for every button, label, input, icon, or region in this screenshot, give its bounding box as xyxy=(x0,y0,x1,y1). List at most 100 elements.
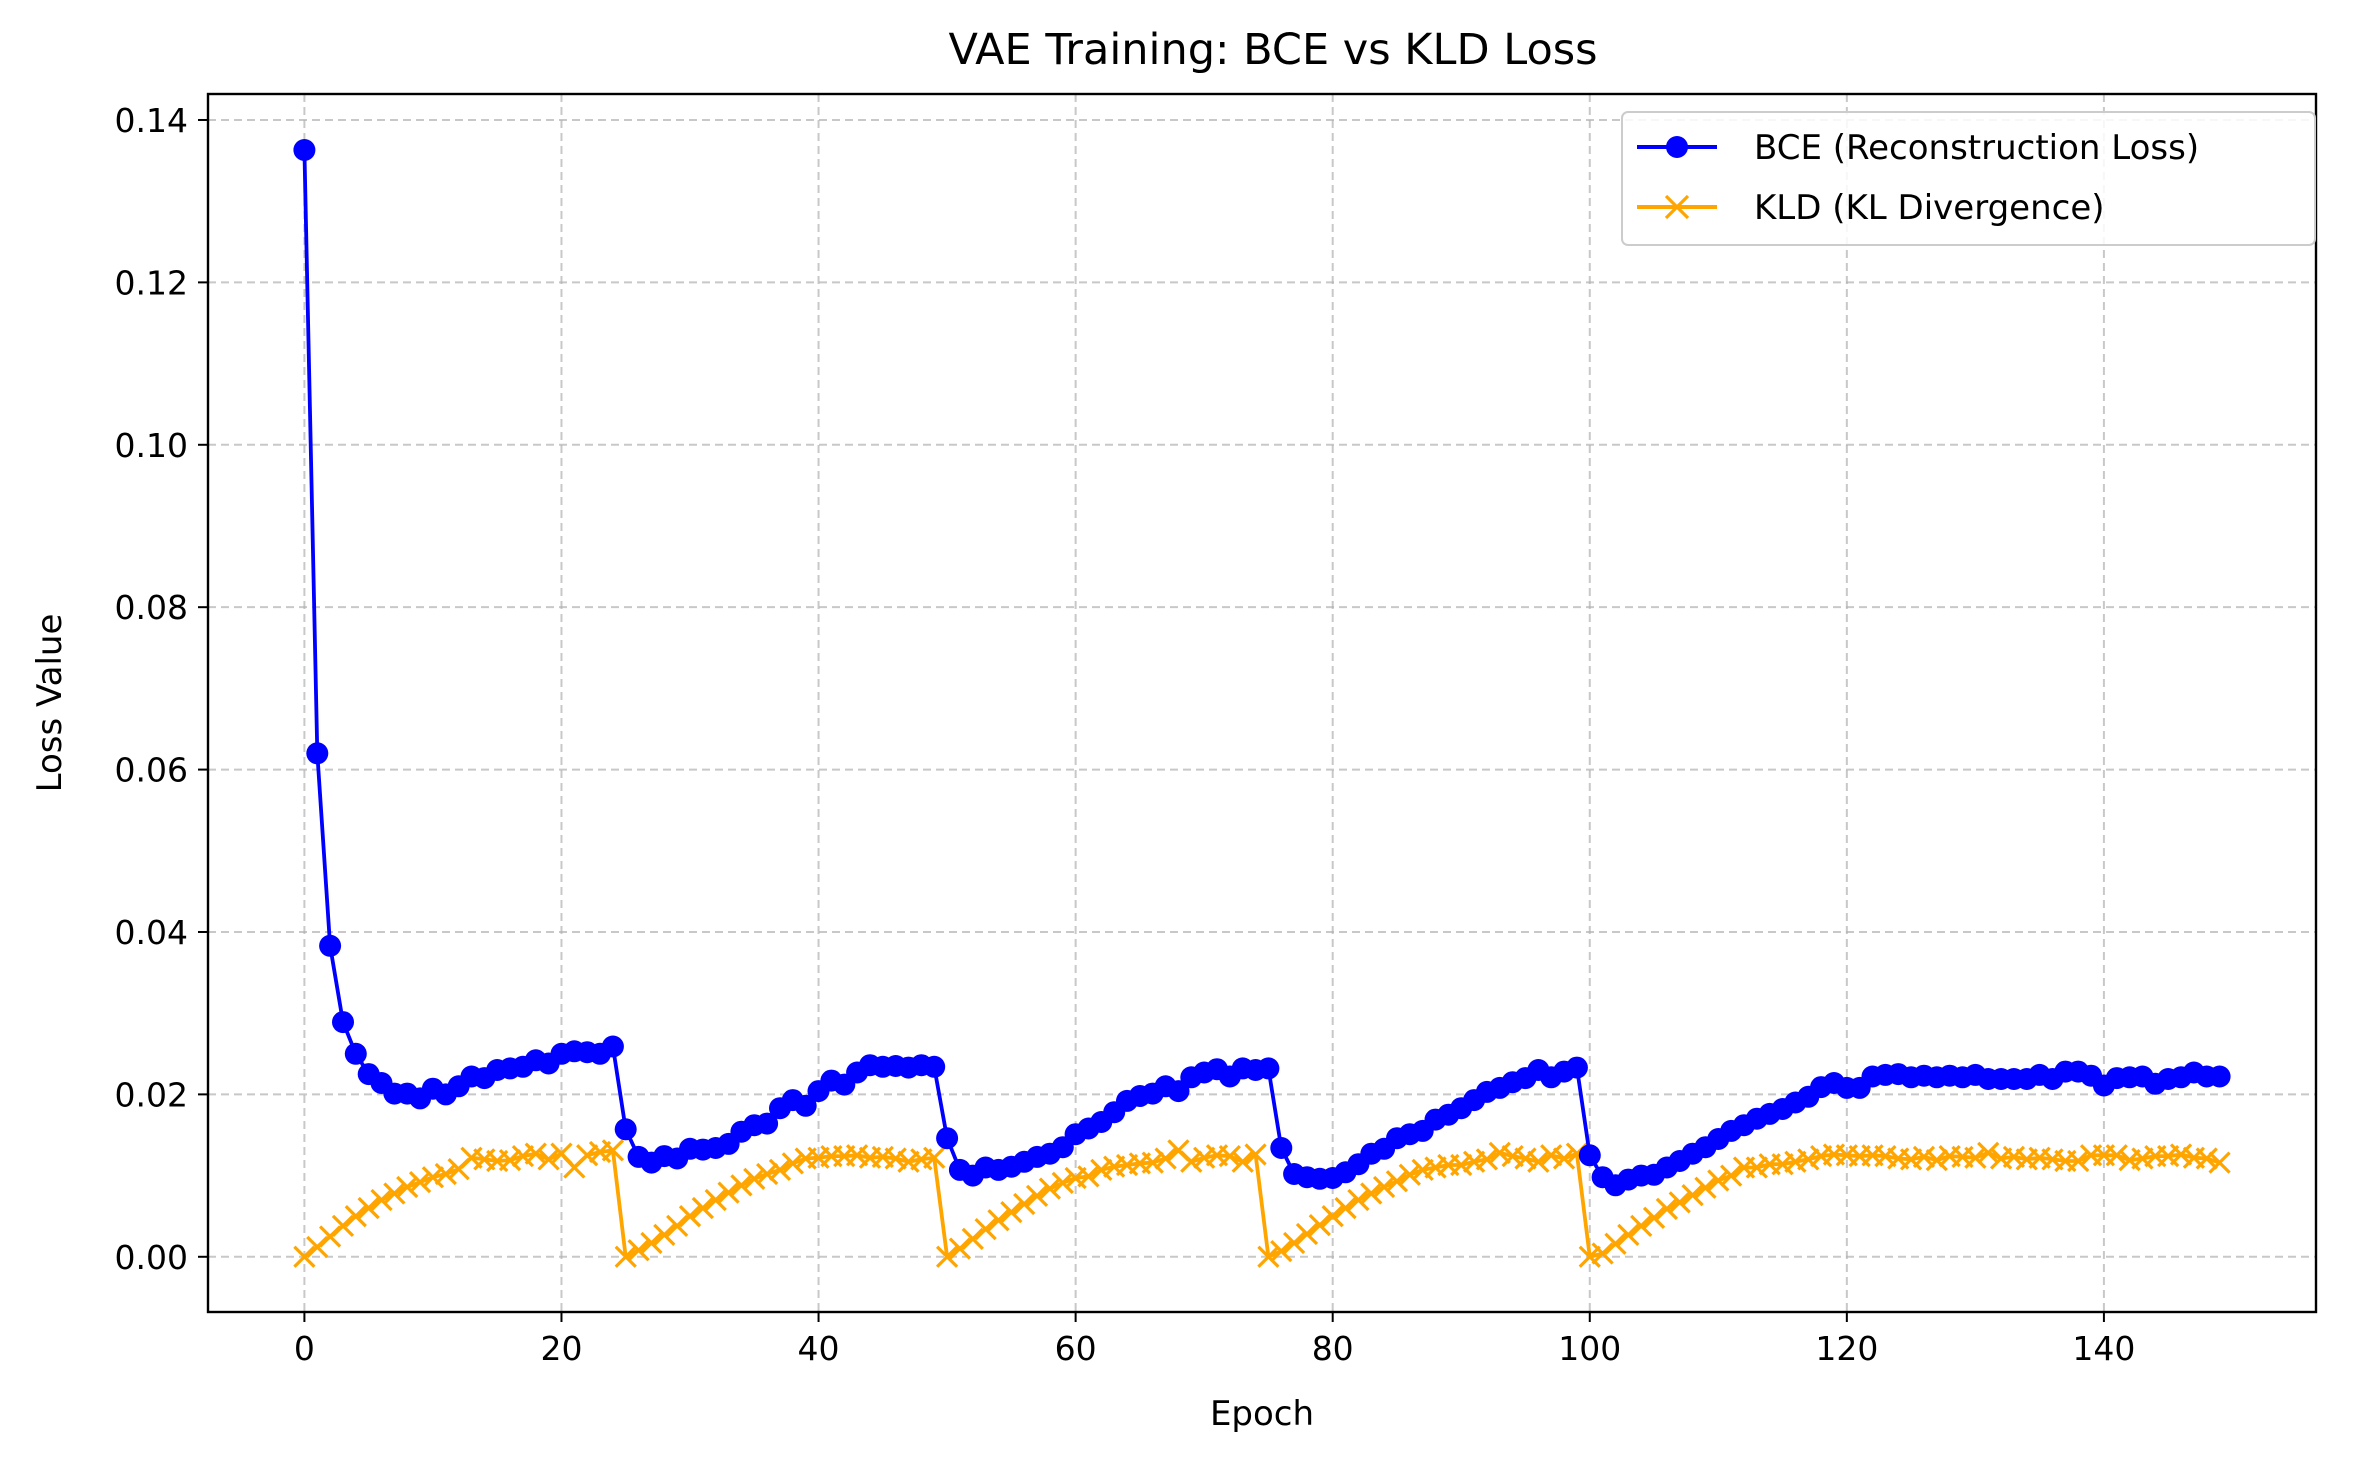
data-point-kld xyxy=(653,1223,676,1246)
data-point-kld xyxy=(383,1182,406,1205)
data-point-bce xyxy=(601,1035,624,1058)
data-point-kld xyxy=(601,1139,625,1162)
y-tick-label: 0.12 xyxy=(115,263,188,302)
plot-area-frame xyxy=(206,92,2318,1314)
data-point-kld xyxy=(1270,1239,1293,1263)
data-point-kld xyxy=(1025,1184,1049,1208)
data-point-kld xyxy=(370,1188,393,1212)
data-point-kld xyxy=(666,1214,689,1238)
legend-marker-bce xyxy=(1666,136,1688,158)
x-tick-label: 100 xyxy=(1558,1329,1621,1368)
data-point-kld xyxy=(1231,1150,1254,1173)
series-layer xyxy=(293,139,2231,1268)
data-point-kld xyxy=(987,1209,1010,1232)
data-point-kld xyxy=(1038,1177,1062,1200)
data-point-bce xyxy=(794,1094,817,1117)
data-point-kld xyxy=(1000,1200,1023,1224)
data-point-kld xyxy=(717,1181,740,1204)
data-point-kld xyxy=(498,1149,522,1172)
data-point-kld xyxy=(730,1174,753,1197)
data-point-kld xyxy=(1090,1158,1113,1182)
data-point-kld xyxy=(1398,1163,1421,1186)
data-point-kld xyxy=(974,1218,997,1241)
data-point-kld xyxy=(948,1237,972,1260)
data-point-kld xyxy=(293,1245,316,1268)
legend: BCE (Reconstruction Loss) KLD (KL Diverg… xyxy=(1621,111,2316,246)
data-point-kld xyxy=(576,1144,599,1167)
data-point-kld xyxy=(344,1205,367,1228)
data-point-kld xyxy=(1642,1206,1666,1229)
y-axis-label: Loss Value xyxy=(30,614,70,793)
data-point-bce xyxy=(293,139,316,161)
data-point-kld xyxy=(421,1166,445,1189)
data-point-bce xyxy=(332,1011,354,1034)
x-tick-label: 40 xyxy=(798,1329,840,1368)
data-point-bce xyxy=(1257,1057,1280,1080)
data-point-kld xyxy=(704,1188,727,1212)
y-tick-label: 0.00 xyxy=(115,1238,188,1277)
data-point-kld xyxy=(756,1162,779,1186)
data-point-kld xyxy=(331,1214,355,1238)
data-point-kld xyxy=(1527,1150,1550,1173)
data-point-kld xyxy=(1282,1231,1306,1255)
grid-lines xyxy=(208,94,2316,1312)
data-point-kld xyxy=(768,1158,792,1182)
data-point-kld xyxy=(1360,1182,1383,1205)
data-point-kld xyxy=(678,1205,702,1228)
data-point-bce xyxy=(936,1127,959,1150)
data-point-kld xyxy=(1668,1191,1691,1214)
data-point-kld xyxy=(1180,1150,1203,1173)
data-point-bce xyxy=(306,742,329,765)
data-point-bce xyxy=(614,1118,637,1141)
data-point-kld xyxy=(884,1147,907,1170)
data-point-kld xyxy=(1797,1148,1820,1171)
data-point-kld xyxy=(1488,1141,1511,1164)
y-tick-label: 0.06 xyxy=(115,751,188,790)
data-point-kld xyxy=(1321,1205,1344,1228)
data-point-kld xyxy=(935,1245,959,1268)
data-point-kld xyxy=(1964,1146,1987,1169)
data-point-kld xyxy=(1257,1245,1280,1268)
data-point-bce xyxy=(319,934,342,957)
data-point-kld xyxy=(1013,1192,1036,1216)
data-point-kld xyxy=(408,1170,432,1194)
data-point-kld xyxy=(2195,1147,2218,1170)
data-point-bce xyxy=(2208,1065,2231,1088)
data-point-kld xyxy=(306,1235,329,1259)
data-point-kld xyxy=(1295,1222,1319,1246)
data-point-kld xyxy=(1707,1169,1730,1192)
y-tick-label: 0.04 xyxy=(115,913,188,952)
data-point-kld xyxy=(1694,1176,1717,1199)
data-point-bce xyxy=(1270,1137,1293,1159)
data-point-kld xyxy=(1925,1149,1948,1172)
data-point-bce xyxy=(756,1112,779,1135)
data-point-kld xyxy=(691,1196,714,1220)
x-tick-label: 20 xyxy=(540,1329,582,1368)
data-point-kld xyxy=(1681,1183,1704,1207)
data-point-kld xyxy=(1141,1151,1164,1174)
legend-marker-kld xyxy=(1664,194,1690,220)
data-point-kld xyxy=(396,1175,419,1199)
y-tick-label: 0.02 xyxy=(115,1075,188,1114)
data-point-kld xyxy=(627,1239,650,1262)
x-tick-label: 140 xyxy=(2072,1329,2135,1368)
data-point-bce xyxy=(1565,1056,1588,1079)
x-tick-label: 120 xyxy=(1815,1329,1878,1368)
axis-ticks: 0 20 40 60 80 100 120 140 0.00 0.02 0.04 0.06 0.08 0.… xyxy=(115,101,2136,1368)
data-point-kld xyxy=(1450,1153,1473,1177)
data-point-kld xyxy=(1720,1164,1743,1187)
x-axis-label: Epoch xyxy=(1210,1394,1314,1434)
data-point-kld xyxy=(781,1152,804,1175)
y-tick-label: 0.08 xyxy=(115,588,188,627)
data-point-kld xyxy=(537,1148,560,1171)
data-point-kld xyxy=(1308,1213,1331,1237)
data-point-kld xyxy=(1617,1223,1640,1246)
data-point-kld xyxy=(357,1196,380,1220)
data-point-kld xyxy=(318,1225,342,1248)
data-point-kld xyxy=(2067,1149,2090,1173)
data-point-kld xyxy=(1604,1232,1627,1255)
data-point-kld xyxy=(1218,1144,1242,1168)
data-point-kld xyxy=(1372,1175,1396,1199)
data-point-kld xyxy=(1244,1143,1267,1166)
legend-label-kld: KLD (KL Divergence) xyxy=(1754,188,2105,228)
